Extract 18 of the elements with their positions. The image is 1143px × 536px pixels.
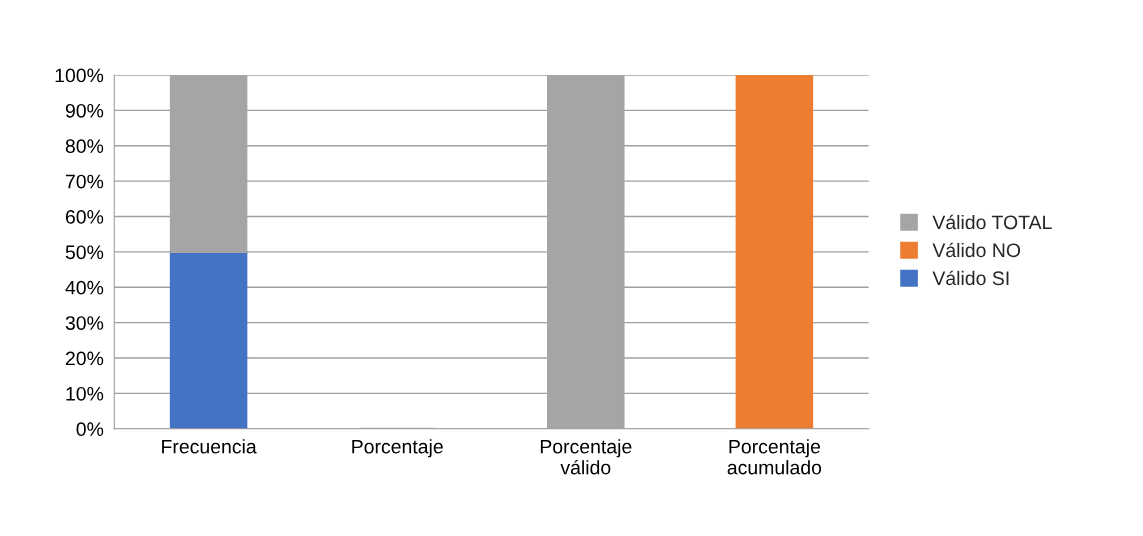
y-tick-label: 100% <box>55 68 104 83</box>
x-tick-label: Porcentaje válido <box>540 439 632 475</box>
legend-label: Válido TOTAL <box>932 214 1052 230</box>
y-tick-label: 10% <box>66 386 104 401</box>
y-tick-label: 80% <box>65 139 104 154</box>
y-tick-label: 60% <box>65 210 104 224</box>
x-tick-label: Porcentaje <box>352 439 443 458</box>
x-tick-label: Porcentaje acumulado <box>727 439 822 475</box>
y-tick-label: 90% <box>65 103 104 118</box>
legend-label: Válido SI <box>932 270 1009 286</box>
y-tick-label: 20% <box>65 351 104 366</box>
y-tick-label: 50% <box>65 245 104 260</box>
y-tick-label: 0% <box>76 422 104 437</box>
y-tick-label: 30% <box>65 316 104 330</box>
y-tick-label: 70% <box>65 174 104 189</box>
legend-label: Válido NO <box>932 242 1021 258</box>
y-tick-label: 40% <box>65 280 104 295</box>
x-tick-label: Frecuencia <box>162 439 257 454</box>
